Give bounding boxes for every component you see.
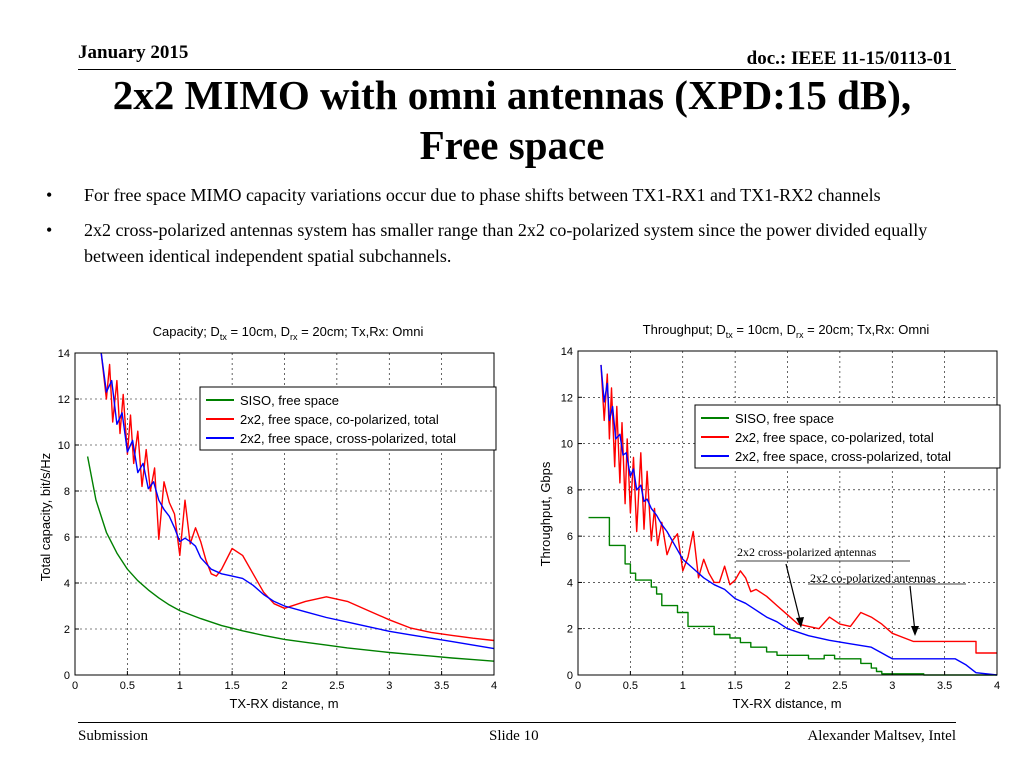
y-tick-label: 0: [64, 670, 70, 682]
annotation-cross-polarized: 2x2 cross-polarized antennas: [737, 545, 877, 559]
y-tick-label: 10: [561, 439, 573, 451]
legend-label: 2x2, free space, co-polarized, total: [240, 412, 439, 427]
x-tick-label: 2.5: [329, 680, 344, 692]
bullet-symbol: •: [46, 185, 53, 205]
footer-slide-number: Slide 10: [489, 728, 539, 744]
legend-box: [199, 386, 497, 451]
x-tick-label: 1.5: [224, 680, 239, 692]
annotation-co-polarized: 2x2 co-polarized antennas: [810, 571, 936, 585]
series-line-0: [86, 456, 495, 662]
y-tick-label: 8: [64, 486, 70, 498]
legend: SISO, free space 2x2, free space, co-pola…: [199, 386, 497, 451]
x-axis-label: TX-RX distance, m: [732, 696, 841, 711]
slide-title-line-2: Free space: [419, 122, 605, 168]
series-line-2: [600, 364, 998, 676]
annotation-group: 2x2 cross-polarized antennas 2x2 co-pola…: [736, 545, 966, 636]
x-tick-label: 0.5: [120, 680, 135, 692]
x-tick-label: 1: [177, 680, 183, 692]
footer-author: Alexander Maltsev, Intel: [807, 728, 956, 744]
y-tick-label: 10: [58, 440, 70, 452]
x-tick-label: 1.5: [727, 680, 742, 692]
legend-label: 2x2, free space, cross-polarized, total: [240, 431, 456, 446]
x-tick-label: 4: [491, 680, 497, 692]
x-tick-label: 0: [575, 680, 581, 692]
annotation-arrow-cross: [785, 563, 802, 625]
bullet-list: • For free space MIMO capacity variation…: [40, 182, 970, 278]
legend-box: [694, 404, 1001, 469]
plot-area: 0 0.5 1 1.5 2 2.5 3 3.5 4 0 2 4 6 8 10 12 14 SISO, free s…: [58, 348, 497, 692]
x-tick-label: 3: [889, 680, 895, 692]
x-tick-label: 0.5: [623, 680, 638, 692]
footer-submission: Submission: [78, 728, 149, 744]
plot-area: 0 0.5 1 1.5 2 2.5 3 3.5 4 0 2 4 6 8 10 12 14 SISO, free s…: [561, 346, 1001, 692]
x-tick-label: 2: [784, 680, 790, 692]
y-tick-label: 4: [64, 578, 70, 590]
x-tick-label: 3.5: [937, 680, 952, 692]
y-tick-label: 8: [567, 485, 573, 497]
series-line-0: [588, 516, 997, 676]
y-axis-label: Total capacity, bit/s/Hz: [38, 453, 53, 581]
y-tick-label: 4: [567, 577, 573, 589]
y-tick-label: 6: [567, 531, 573, 543]
bullet-symbol: •: [46, 220, 53, 240]
x-tick-label: 2.5: [832, 680, 847, 692]
x-tick-label: 1: [680, 680, 686, 692]
header-doc-id: doc.: IEEE 11-15/0113-01: [746, 48, 952, 69]
annotation-arrowhead-cross: [796, 617, 804, 628]
chart-title: Throughput; Dtx = 10cm, Drx = 20cm; Tx,R…: [643, 322, 930, 340]
legend-label: SISO, free space: [735, 411, 834, 426]
series-line-2: [100, 352, 495, 650]
y-tick-label: 12: [561, 392, 573, 404]
throughput-chart: Throughput; Dtx = 10cm, Drx = 20cm; Tx,R…: [538, 322, 1001, 711]
series-line-1: [600, 364, 997, 654]
y-axis-label: Throughput, Gbps: [538, 461, 553, 566]
header-date: January 2015: [78, 42, 189, 63]
y-tick-label: 6: [64, 532, 70, 544]
x-tick-label: 3: [386, 680, 392, 692]
legend: SISO, free space 2x2, free space, co-pola…: [694, 404, 1001, 469]
series-line-1: [100, 352, 495, 642]
y-tick-label: 12: [58, 394, 70, 406]
legend-label: 2x2, free space, co-polarized, total: [735, 430, 934, 445]
footer-divider: [78, 722, 956, 723]
y-tick-label: 0: [567, 670, 573, 682]
bullet-text: 2x2 cross-polarized antennas system has …: [84, 220, 928, 266]
x-tick-label: 0: [72, 680, 78, 692]
legend-label: SISO, free space: [240, 393, 339, 408]
bullet-item: • 2x2 cross-polarized antennas system ha…: [40, 217, 970, 269]
bullet-item: • For free space MIMO capacity variation…: [40, 182, 970, 208]
legend-label: 2x2, free space, cross-polarized, total: [735, 449, 951, 464]
y-tick-label: 2: [64, 624, 70, 636]
chart-title: Capacity; Dtx = 10cm, Drx = 20cm; Tx,Rx:…: [153, 324, 424, 342]
x-tick-label: 3.5: [434, 680, 449, 692]
bullet-text: For free space MIMO capacity variations …: [84, 185, 881, 205]
y-tick-label: 14: [58, 348, 70, 360]
annotation-arrowhead-co: [911, 626, 919, 636]
annotation-arrow-co: [909, 585, 916, 633]
y-tick-label: 2: [567, 624, 573, 636]
x-axis-label: TX-RX distance, m: [229, 696, 338, 711]
slide-title: 2x2 MIMO with omni antennas (XPD:15 dB),…: [40, 70, 984, 170]
x-tick-label: 4: [994, 680, 1000, 692]
capacity-chart: Capacity; Dtx = 10cm, Drx = 20cm; Tx,Rx:…: [38, 324, 497, 711]
header-divider: [78, 69, 956, 70]
slide-title-line-1: 2x2 MIMO with omni antennas (XPD:15 dB),: [112, 72, 912, 118]
y-tick-label: 14: [561, 346, 573, 358]
x-tick-label: 2: [281, 680, 287, 692]
